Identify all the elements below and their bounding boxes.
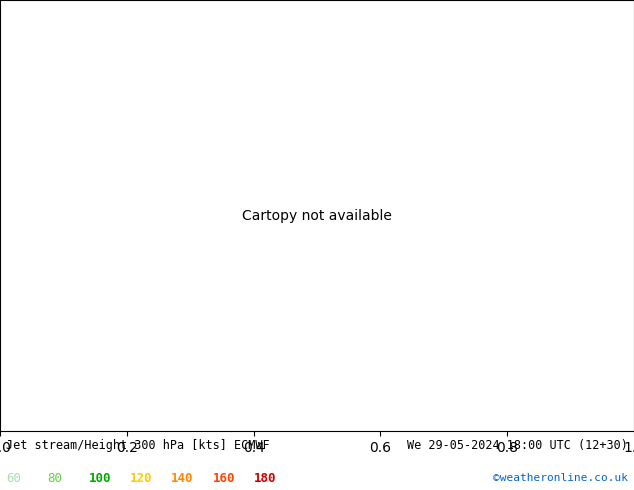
Text: 140: 140 [171,472,193,485]
Text: 80: 80 [48,472,63,485]
Text: 100: 100 [89,472,111,485]
Text: 120: 120 [130,472,152,485]
Text: 180: 180 [254,472,276,485]
Text: Jet stream/Height 300 hPa [kts] ECMWF: Jet stream/Height 300 hPa [kts] ECMWF [6,440,270,452]
Text: 160: 160 [212,472,235,485]
Text: 60: 60 [6,472,22,485]
Text: We 29-05-2024 18:00 UTC (12+30): We 29-05-2024 18:00 UTC (12+30) [407,440,628,452]
Text: Cartopy not available: Cartopy not available [242,209,392,222]
Text: ©weatheronline.co.uk: ©weatheronline.co.uk [493,473,628,483]
